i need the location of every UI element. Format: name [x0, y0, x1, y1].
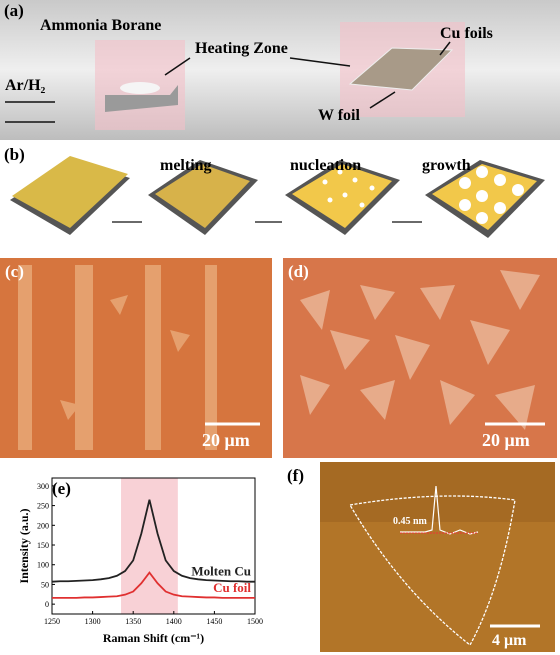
y-axis-label: Intensity (a.u.): [17, 508, 31, 583]
label: nucleation: [290, 157, 361, 174]
height-label: 0.45 nm: [393, 516, 428, 527]
cu-foil: [348, 47, 454, 91]
label: Ammonia Borane: [40, 17, 161, 34]
plot-frame: [51, 477, 256, 615]
label: Cu foils: [440, 25, 493, 42]
legend-label: Molten Cu: [191, 564, 251, 579]
y-tick-label: 300: [37, 482, 49, 491]
panel-label: (b): [4, 145, 25, 164]
y-tick-label: 200: [37, 521, 49, 530]
scale-label: 4 μm: [492, 632, 527, 649]
panel-a: (a) Ammonia Borane Heating Zone Cu foils…: [0, 0, 560, 140]
domain-edge: [348, 495, 516, 646]
label: melting: [160, 157, 212, 174]
film: [292, 164, 392, 228]
arrow: [439, 41, 451, 56]
series-line: [52, 571, 255, 599]
y-tick-label: 150: [37, 541, 49, 550]
y-tick-label: 50: [41, 580, 49, 589]
arrow: [369, 91, 396, 109]
x-axis-label: Raman Shift (cm⁻¹): [103, 631, 204, 645]
arrow: [164, 57, 191, 76]
tube: [0, 0, 560, 140]
label: Heating Zone: [195, 40, 288, 57]
scale-label: 20 μm: [202, 430, 250, 450]
domains: [300, 270, 540, 430]
panel-b: (b) melting nucleation growth: [4, 145, 545, 238]
panel-label: (f): [287, 466, 304, 485]
micrograph: [0, 258, 272, 458]
domains: [18, 265, 217, 450]
x-tick-label: 1350: [125, 617, 141, 626]
afm-shade: [320, 462, 555, 522]
y-tick-label: 0: [45, 600, 49, 609]
panel-f: (f) 0.45 nm 4 μm: [287, 462, 555, 652]
panel-d: (d) 20 μm: [283, 258, 557, 458]
panel-label: (e): [52, 479, 71, 498]
legend-label: Cu foil: [213, 580, 251, 595]
panel-c: (c) 20 μm: [0, 258, 272, 458]
label: growth: [422, 157, 471, 174]
panel-label: (d): [288, 262, 309, 281]
y-tick-label: 100: [37, 561, 49, 570]
series-line: [51, 499, 255, 583]
x-tick-label: 1450: [206, 617, 222, 626]
boat: [105, 85, 178, 112]
scale-label: 20 μm: [482, 430, 530, 450]
label: Ar/H₂: [5, 77, 46, 94]
film: [155, 164, 250, 228]
panel-label: (c): [5, 262, 24, 281]
x-tick-label: 1500: [247, 617, 263, 626]
nuclei: [322, 166, 524, 224]
x-tick-label: 1300: [85, 617, 101, 626]
y-tick-label: 250: [37, 502, 49, 511]
powder: [120, 82, 160, 94]
x-tick-label: 1250: [44, 617, 60, 626]
panel-label: (a): [4, 1, 24, 20]
label: W foil: [318, 107, 360, 124]
x-tick-label: 1400: [166, 617, 182, 626]
melt: [12, 156, 128, 228]
arrow: [289, 57, 351, 67]
panel-e: (e) 1250 1300 1350 1400 1450 1500 0 50 100 150 200…: [17, 477, 263, 645]
